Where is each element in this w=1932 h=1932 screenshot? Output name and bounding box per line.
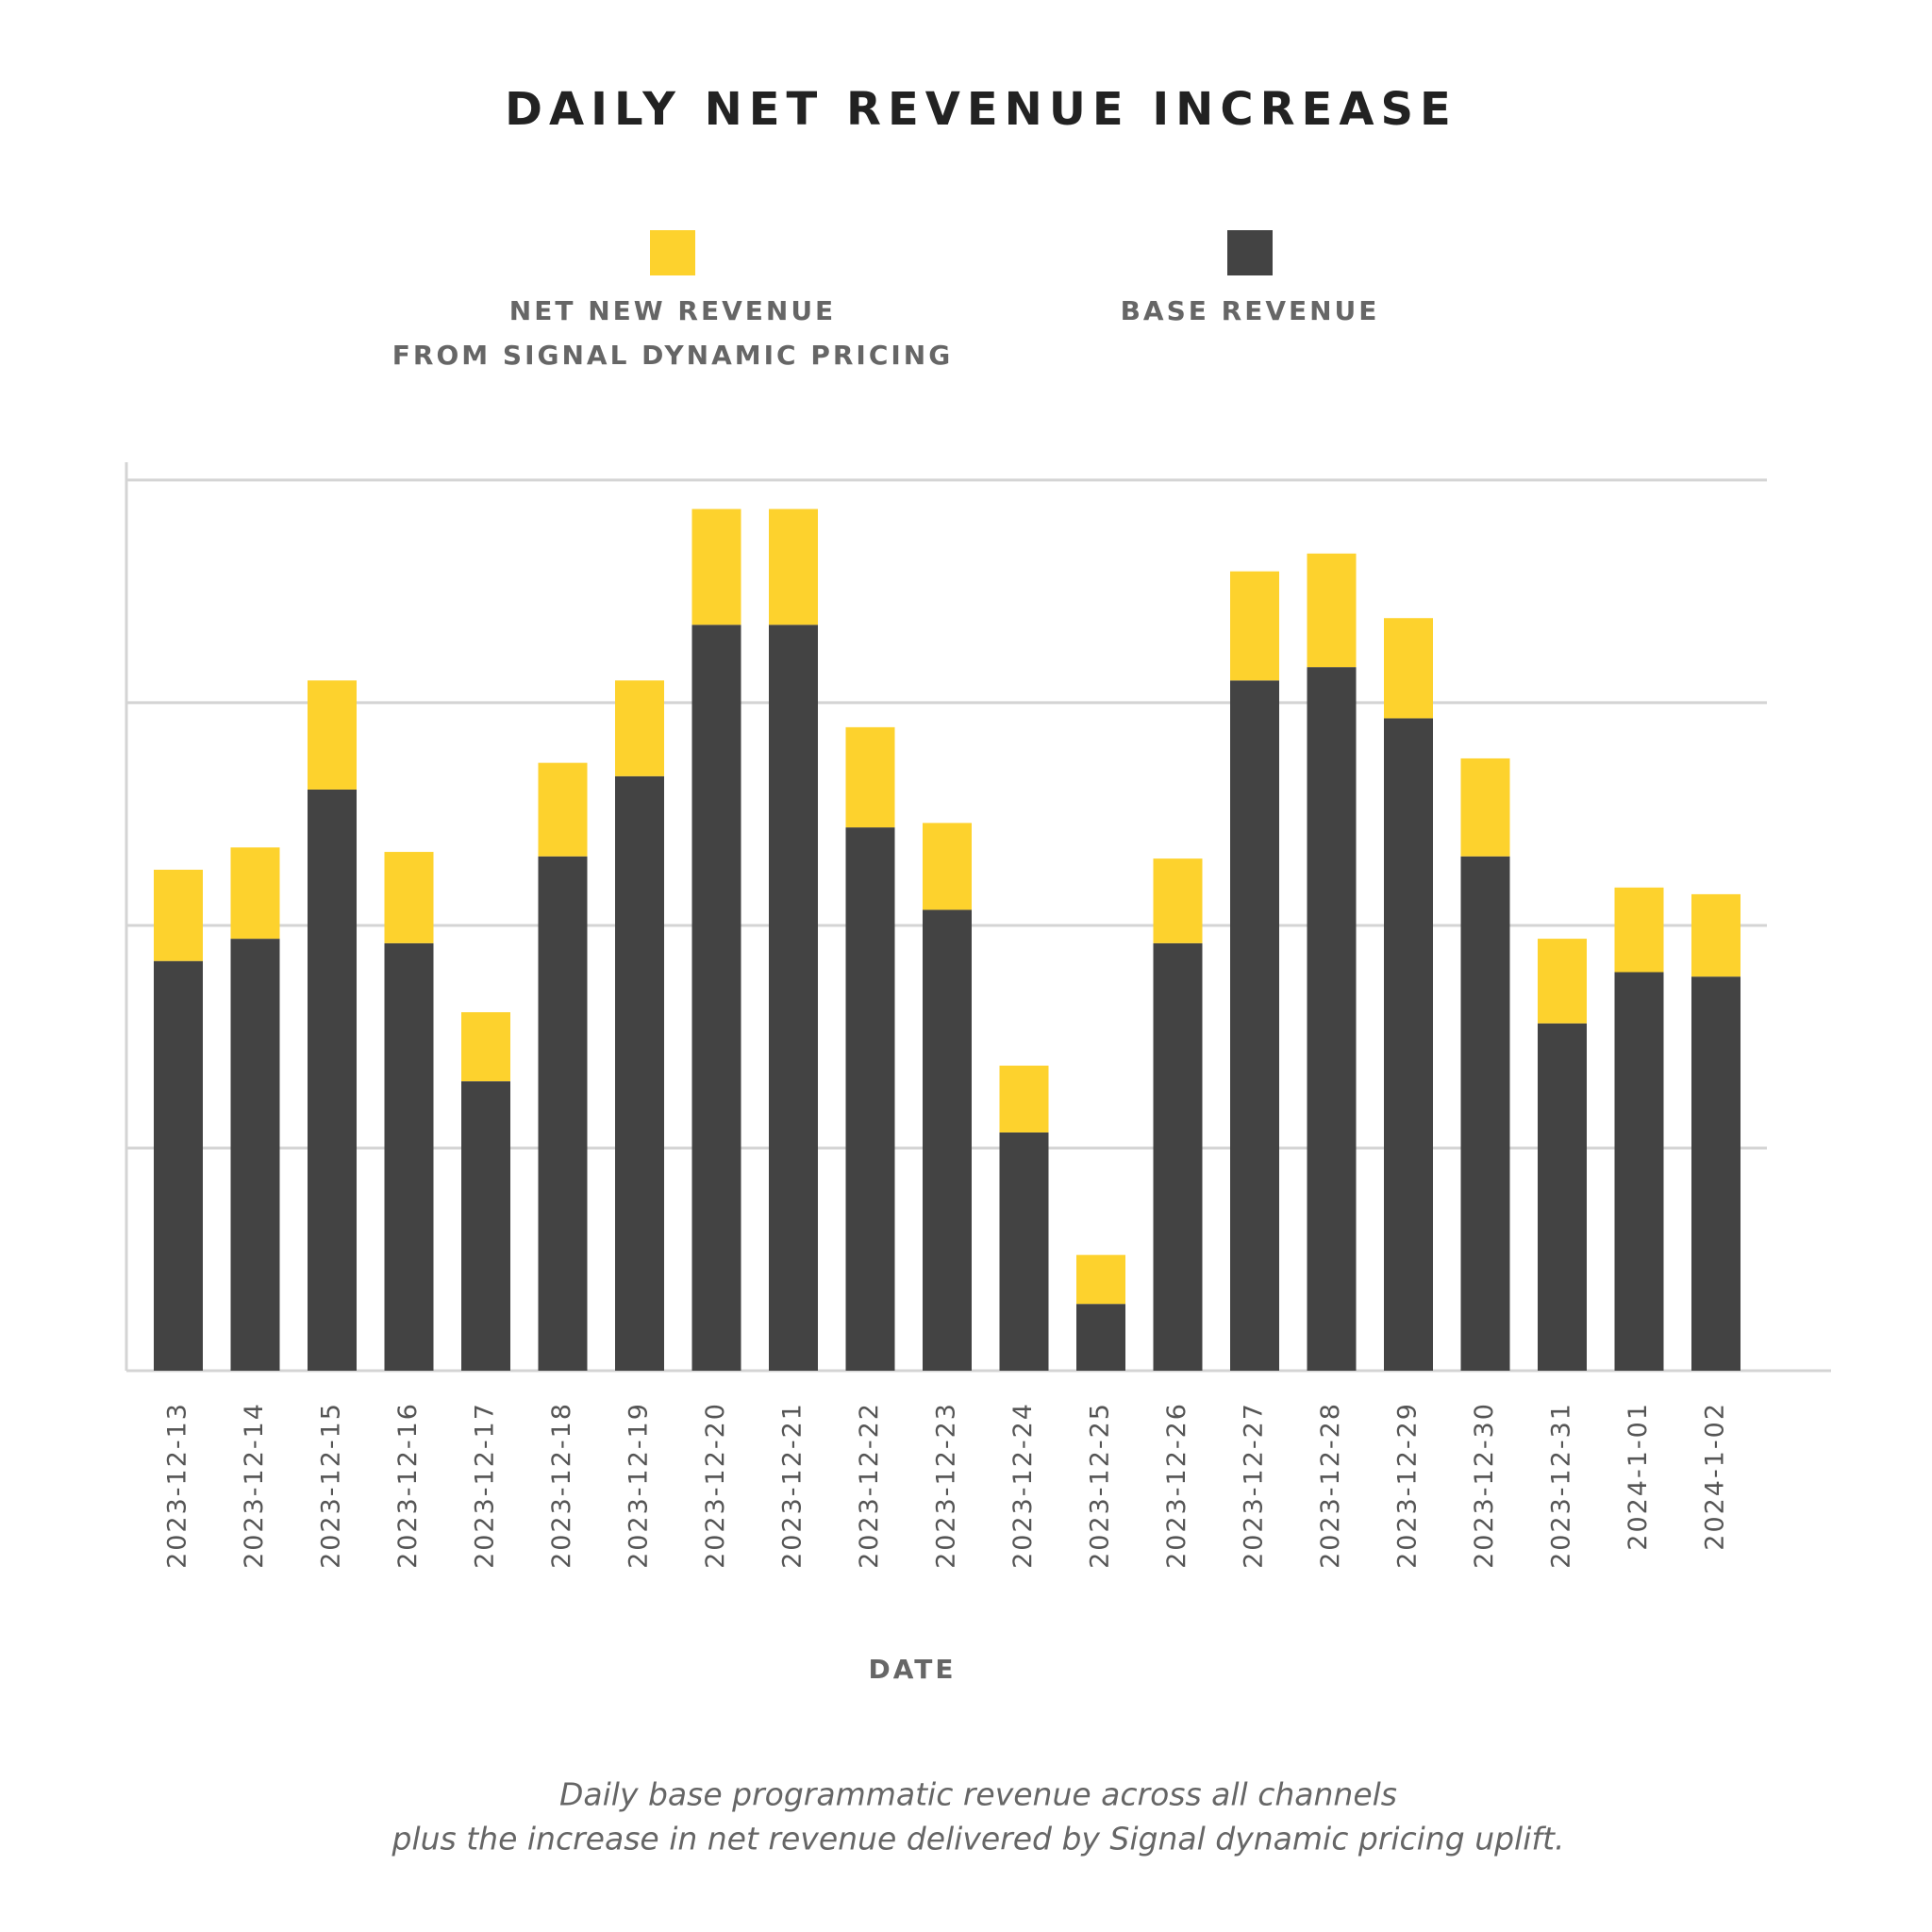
caption: plus the increase in net revenue deliver…	[391, 1821, 1565, 1857]
x-tick-label: 2023-12-28	[1316, 1402, 1345, 1569]
x-tick-label: 2023-12-18	[547, 1402, 576, 1569]
x-tick-label: 2023-12-29	[1393, 1402, 1423, 1569]
legend-swatch	[650, 230, 695, 275]
x-tick-label: 2023-12-13	[163, 1402, 192, 1569]
bar-segment	[1230, 571, 1279, 681]
bar-segment	[308, 680, 357, 790]
bar-segment	[1076, 1304, 1125, 1371]
bar-segment	[615, 775, 664, 1371]
bar-segment	[461, 1011, 510, 1082]
bar-segment	[1384, 618, 1433, 719]
bar-segment	[308, 789, 357, 1371]
bar-segment	[1538, 1023, 1587, 1371]
bar-segment	[384, 852, 434, 943]
bar-segment	[154, 869, 203, 961]
x-tick-label: 2023-12-19	[625, 1402, 654, 1569]
x-tick-label: 2023-12-27	[1240, 1402, 1269, 1569]
bar-segment	[923, 909, 972, 1371]
bar-segment	[1384, 718, 1433, 1371]
bar-segment	[230, 847, 280, 940]
bar-segment	[230, 939, 280, 1371]
bar-segment	[538, 856, 588, 1371]
x-tick-label: 2023-12-17	[471, 1402, 500, 1569]
bar-segment	[384, 942, 434, 1371]
legend-swatch	[1227, 230, 1273, 275]
bar-segment	[769, 625, 818, 1371]
x-tick-label: 2023-12-30	[1470, 1402, 1499, 1569]
bar-segment	[1076, 1255, 1125, 1305]
bar-segment	[845, 726, 895, 828]
bar-segment	[1460, 856, 1510, 1371]
x-tick-label: 2023-12-24	[1008, 1402, 1038, 1569]
bar-segment	[1614, 887, 1664, 973]
legend-label: NET NEW REVENUE FROM SIGNAL DYNAMIC PRIC…	[391, 295, 954, 371]
x-tick-label: 2023-12-22	[855, 1402, 884, 1569]
x-tick-label: 2024-1-01	[1624, 1402, 1653, 1551]
x-tick-label: 2024-1-02	[1701, 1402, 1730, 1551]
bar-segment	[691, 508, 741, 625]
caption: Daily base programmatic revenue across a…	[559, 1776, 1397, 1813]
x-tick-label: 2023-12-25	[1086, 1402, 1115, 1569]
x-tick-label: 2023-12-15	[317, 1402, 346, 1569]
x-tick-label: 2023-12-31	[1547, 1402, 1576, 1569]
x-tick-label: 2023-12-20	[701, 1402, 730, 1569]
bar-segment	[1153, 858, 1203, 943]
bar-segment	[1691, 976, 1740, 1371]
bar-segment	[999, 1132, 1049, 1371]
bar-segment	[1691, 893, 1740, 977]
bar-segment	[154, 960, 203, 1371]
x-tick-label: 2023-12-26	[1162, 1402, 1191, 1569]
bar-segment	[691, 625, 741, 1371]
x-tick-label: 2023-12-23	[932, 1402, 961, 1569]
x-tick-label: 2023-12-16	[393, 1402, 423, 1569]
bar-segment	[461, 1081, 510, 1371]
bar-segment	[1614, 972, 1664, 1371]
bar-segment	[1460, 758, 1510, 857]
bar-segment	[615, 680, 664, 776]
bar-segment	[845, 827, 895, 1371]
x-tick-label: 2023-12-21	[778, 1402, 808, 1569]
bar-segment	[1307, 553, 1357, 668]
legend-label: BASE REVENUE	[1120, 295, 1380, 326]
chart-title: DAILY NET REVENUE INCREASE	[505, 83, 1457, 136]
bar-segment	[1153, 942, 1203, 1371]
bar-segment	[1538, 939, 1587, 1024]
bar-segment	[538, 762, 588, 857]
x-tick-label: 2023-12-14	[240, 1402, 269, 1569]
bar-segment	[923, 823, 972, 910]
bar-segment	[1307, 667, 1357, 1371]
bar-segment	[1230, 680, 1279, 1371]
bar-segment	[999, 1065, 1049, 1133]
x-axis-title: DATE	[869, 1654, 957, 1685]
bar-segment	[769, 508, 818, 625]
